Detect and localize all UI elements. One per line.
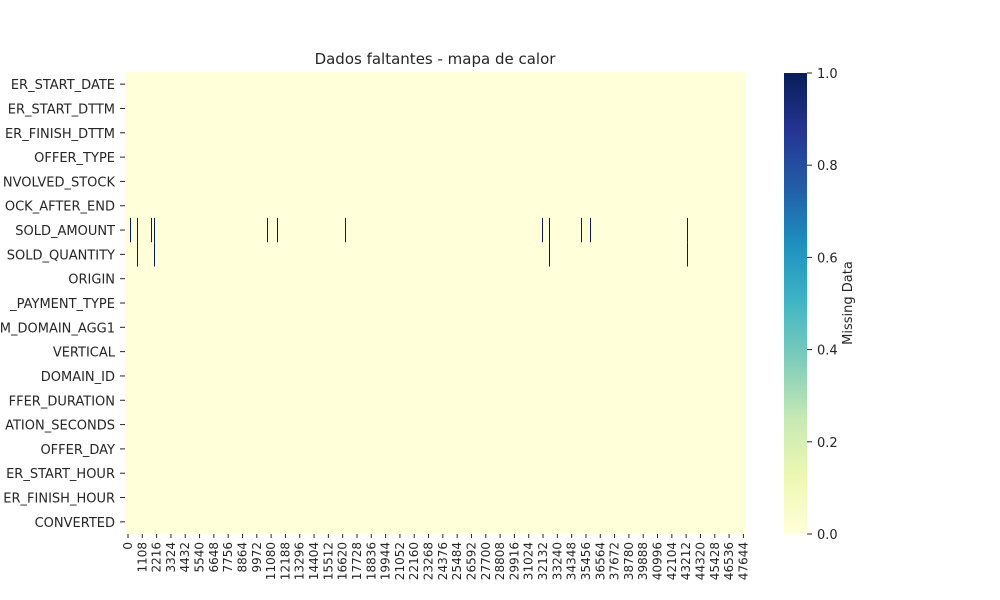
x-tick-label: 25484 xyxy=(450,542,464,580)
row-label: OCK_AFTER_END xyxy=(5,200,115,215)
x-tick-label: 45428 xyxy=(708,542,722,580)
x-tick-label: 40996 xyxy=(651,542,665,580)
x-tick-label: 14404 xyxy=(307,542,321,580)
x-tick-label: 6648 xyxy=(207,542,221,573)
x-tick-label: 17728 xyxy=(350,542,364,580)
x-tick-label: 28808 xyxy=(493,542,507,580)
x-tick-label: 1108 xyxy=(135,542,149,573)
heatmap-background xyxy=(125,72,745,534)
row-label: ATION_SECONDS xyxy=(5,419,115,434)
x-tick-label: 13296 xyxy=(293,542,307,580)
x-tick-label: 27700 xyxy=(479,542,493,580)
row-label: OFFER_TYPE xyxy=(34,151,115,166)
x-tick-label: 9972 xyxy=(250,542,264,573)
row-label: OFFER_DAY xyxy=(40,443,115,458)
x-tick-label: 35456 xyxy=(579,542,593,580)
x-tick-label: 34348 xyxy=(565,542,579,580)
row-label: ER_START_DATE xyxy=(11,78,115,93)
colorbar-tick-label: 1.0 xyxy=(817,67,838,82)
x-tick-label: 11080 xyxy=(264,542,278,580)
colorbar-tick-label: 0.4 xyxy=(817,344,838,359)
row-label: M_DOMAIN_AGG1 xyxy=(0,321,115,336)
x-tick-label: 19944 xyxy=(379,542,393,580)
x-tick-label: 42104 xyxy=(665,542,679,580)
x-tick-label: 38780 xyxy=(622,542,636,580)
x-axis-labels: 0 1108 2216 3324 4432 5540 6648 7756 8864 9972 110… xyxy=(121,542,750,580)
row-label: FFER_DURATION xyxy=(9,394,115,409)
x-tick-label: 24376 xyxy=(436,542,450,580)
row-label: ORIGIN xyxy=(68,273,115,288)
row-label: NVOLVED_STOCK xyxy=(3,175,116,190)
row-label: ER_FINISH_DTTM xyxy=(5,127,115,142)
x-tick-label: 44320 xyxy=(693,542,707,580)
x-tick-label: 26592 xyxy=(464,542,478,580)
x-tick-label: 5540 xyxy=(193,542,207,573)
x-axis-ticks xyxy=(127,534,744,538)
x-tick-label: 46536 xyxy=(722,542,736,580)
colorbar-tick-label: 0.6 xyxy=(817,251,838,266)
x-tick-label: 32132 xyxy=(536,542,550,580)
x-tick-label: 31024 xyxy=(522,542,536,580)
colorbar-tick-label: 0.8 xyxy=(817,159,838,174)
x-tick-label: 33240 xyxy=(550,542,564,580)
row-labels: ER_START_DATE ER_START_DTTM ER_FINISH_DTTM… xyxy=(0,78,116,531)
row-label: ER_START_DTTM xyxy=(8,102,115,117)
x-tick-label: 29916 xyxy=(507,542,521,580)
row-label: DOMAIN_ID xyxy=(41,370,115,385)
x-tick-label: 16620 xyxy=(336,542,350,580)
x-tick-label: 37672 xyxy=(608,542,622,580)
row-label: CONVERTED xyxy=(35,516,115,531)
x-tick-label: 15512 xyxy=(321,542,335,580)
row-label: ER_START_HOUR xyxy=(6,467,115,482)
x-tick-label: 18836 xyxy=(364,542,378,580)
row-ticks xyxy=(120,83,125,523)
x-tick-label: 2216 xyxy=(150,542,164,573)
missing-marks xyxy=(130,217,688,267)
row-label: ER_FINISH_HOUR xyxy=(3,492,115,507)
row-label: SOLD_QUANTITY xyxy=(7,248,115,263)
x-tick-label: 0 xyxy=(121,542,135,550)
x-tick-label: 12188 xyxy=(278,542,292,580)
row-label: VERTICAL xyxy=(53,346,116,361)
x-tick-label: 22160 xyxy=(407,542,421,580)
x-tick-label: 21052 xyxy=(393,542,407,580)
row-label: _PAYMENT_TYPE xyxy=(9,297,115,312)
x-tick-label: 4432 xyxy=(178,542,192,573)
x-tick-label: 7756 xyxy=(221,542,235,573)
colorbar xyxy=(784,73,807,534)
x-tick-label: 39888 xyxy=(636,542,650,580)
colorbar-ticks: 0.0 0.2 0.4 0.6 0.8 1.0 xyxy=(807,67,838,543)
x-tick-label: 43212 xyxy=(679,542,693,580)
x-tick-label: 47644 xyxy=(736,542,750,580)
x-tick-label: 23268 xyxy=(422,542,436,580)
x-tick-label: 36564 xyxy=(593,542,607,580)
chart-title: Dados faltantes - mapa de calor xyxy=(315,50,557,68)
row-label: SOLD_AMOUNT xyxy=(15,224,115,239)
x-tick-label: 3324 xyxy=(164,542,178,573)
colorbar-label: Missing Data xyxy=(841,261,856,345)
x-tick-label: 8864 xyxy=(235,542,249,573)
colorbar-tick-label: 0.2 xyxy=(817,436,838,451)
colorbar-tick-label: 0.0 xyxy=(817,528,838,543)
